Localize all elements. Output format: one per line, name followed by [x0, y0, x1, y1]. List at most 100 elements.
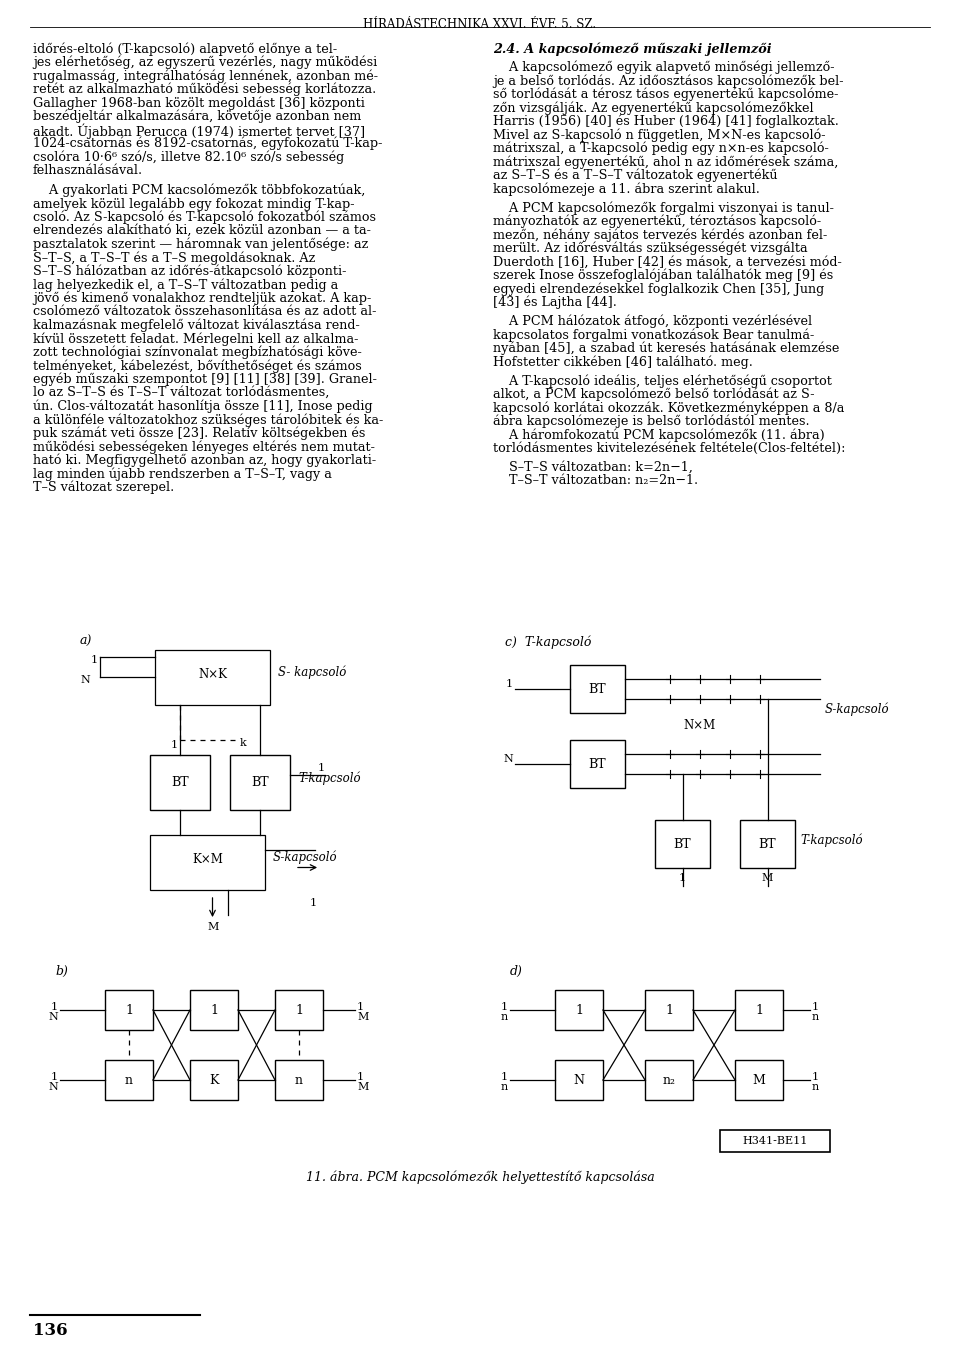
Text: S-kapcsoló: S-kapcsoló [273, 851, 338, 864]
Text: 11. ábra. PCM kapcsolómezők helyettestítő kapcsolása: 11. ábra. PCM kapcsolómezők helyettestít… [305, 1170, 655, 1184]
Text: a): a) [80, 636, 92, 648]
Text: BT: BT [588, 682, 607, 695]
Text: 1: 1 [51, 1002, 58, 1013]
Text: ható ki. Megfigygelhető azonban az, hogy gyakorlati-: ható ki. Megfigygelhető azonban az, hogy… [33, 453, 376, 467]
Text: M: M [357, 1013, 369, 1022]
Text: n: n [812, 1013, 819, 1022]
Text: 1: 1 [51, 1072, 58, 1082]
Text: amelyek közül legalább egy fokozat mindig T-kap-: amelyek közül legalább egy fokozat mindi… [33, 197, 354, 211]
Text: n: n [501, 1082, 508, 1092]
Bar [150, 836, 265, 890]
Text: BT: BT [674, 837, 691, 851]
Text: c)  T-kapcsoló: c) T-kapcsoló [505, 636, 591, 648]
Bar [570, 740, 625, 788]
Text: T–S–T változatban: n₂=2n−1.: T–S–T változatban: n₂=2n−1. [493, 474, 698, 487]
Text: 1: 1 [755, 1003, 763, 1017]
Text: egyedi elrendezésekkel foglalkozik Chen [35], Jung: egyedi elrendezésekkel foglalkozik Chen … [493, 282, 825, 295]
Text: mányozhatók az egyenertékű, téroztásos kapcsoló-: mányozhatók az egyenertékű, téroztásos k… [493, 215, 821, 229]
Text: zőn vizsgálják. Az egyenertékű kapcsolómezőkkel: zőn vizsgálják. Az egyenertékű kapcsolóm… [493, 102, 814, 114]
Text: 1: 1 [357, 1002, 364, 1013]
Text: HÍRADÁSTECHNIKA XXVI. ÉVF. 5. SZ.: HÍRADÁSTECHNIKA XXVI. ÉVF. 5. SZ. [364, 18, 596, 31]
Text: kapcsoló korlátai okozzák. Következményképpen a 8/a: kapcsoló korlátai okozzák. Következményk… [493, 401, 845, 415]
Text: T-kapcsoló: T-kapcsoló [298, 772, 361, 785]
Text: N: N [48, 1013, 58, 1022]
Text: S–T–S hálózatban az időrés-átkapcsoló központi-: S–T–S hálózatban az időrés-átkapcsoló kö… [33, 265, 347, 278]
Text: puk számát veti össze [23]. Relatív költségekben és: puk számát veti össze [23]. Relatív költ… [33, 427, 366, 440]
Text: szerek Inose összefoglalójában találhatók meg [9] és: szerek Inose összefoglalójában található… [493, 269, 833, 282]
Text: 1: 1 [575, 1003, 583, 1017]
Text: merült. Az időrésváltás szükségességét vizsgálta: merült. Az időrésváltás szükségességét v… [493, 242, 807, 256]
Text: kívül összetett feladat. Mérlegelni kell az alkalma-: kívül összetett feladat. Mérlegelni kell… [33, 332, 358, 346]
Text: T-kapcsoló: T-kapcsoló [800, 833, 863, 847]
Text: Gallagher 1968-ban közölt megoldást [36] központi: Gallagher 1968-ban közölt megoldást [36]… [33, 97, 365, 109]
Text: 1: 1 [506, 679, 513, 689]
Text: ábra kapcsolómezeje is belső torlódástól mentes.: ábra kapcsolómezeje is belső torlódástól… [493, 415, 809, 429]
Bar [190, 989, 238, 1030]
Text: a különféle változatokhoz szükséges tárolóbitek és ka-: a különféle változatokhoz szükséges táro… [33, 414, 383, 427]
Text: pasztalatok szerint — háromnak van jelentősége: az: pasztalatok szerint — háromnak van jelen… [33, 238, 369, 252]
Bar [155, 651, 270, 705]
Text: 1: 1 [357, 1072, 364, 1082]
Text: n: n [295, 1074, 303, 1086]
Text: felhasználásával.: felhasználásával. [33, 163, 143, 177]
Text: n₂: n₂ [662, 1074, 676, 1086]
Text: M: M [207, 921, 219, 932]
Text: A gyakorlati PCM kacsolómezők többfokozatúak,: A gyakorlati PCM kacsolómezők többfokoza… [33, 184, 366, 197]
Text: 1: 1 [318, 762, 325, 773]
Text: működési sebességeken lényeges eltérés nem mutat-: működési sebességeken lényeges eltérés n… [33, 440, 374, 453]
Text: N: N [81, 675, 90, 685]
Text: K: K [209, 1074, 219, 1086]
Text: retét az alkalmazható működési sebesség korlátozza.: retét az alkalmazható működési sebesség … [33, 83, 376, 97]
Text: telményeket, kábelezést, bővíthetőséget és számos: telményeket, kábelezést, bővíthetőséget … [33, 359, 362, 373]
Text: K×M: K×M [192, 853, 223, 866]
Bar [655, 819, 710, 868]
Text: ső torlódását a térosz tásos egyenertékű kapcsolóme-: ső torlódását a térosz tásos egyenertékű… [493, 88, 838, 102]
Text: A T-kapcsoló ideális, teljes elérhetőségű csoportot: A T-kapcsoló ideális, teljes elérhetőség… [493, 374, 832, 388]
Bar [190, 1060, 238, 1100]
Text: S–T–S, a T–S–T és a T–S megoldásoknak. Az: S–T–S, a T–S–T és a T–S megoldásoknak. A… [33, 252, 316, 265]
Bar [735, 1060, 783, 1100]
Text: elrendezés alakítható ki, ezek közül azonban — a ta-: elrendezés alakítható ki, ezek közül azo… [33, 225, 371, 237]
Text: torlódásmentes kivitelezésének feltétele(Clos-feltétel):: torlódásmentes kivitelezésének feltétele… [493, 441, 846, 455]
Text: Hofstetter cikkében [46] található. meg.: Hofstetter cikkében [46] található. meg. [493, 355, 753, 369]
Text: b): b) [55, 965, 68, 979]
Text: lag helyezkedik el, a T–S–T változatban pedig a: lag helyezkedik el, a T–S–T változatban … [33, 278, 338, 291]
Text: M: M [762, 872, 773, 883]
Text: Harris (1956) [40] és Huber (1964) [41] foglalkoztak.: Harris (1956) [40] és Huber (1964) [41] … [493, 114, 839, 128]
Text: d): d) [510, 965, 523, 979]
Text: alkot, a PCM kapcsolómező belső torlódását az S-: alkot, a PCM kapcsolómező belső torlódás… [493, 388, 814, 401]
Text: N×K: N×K [198, 668, 227, 680]
Text: N×M: N×M [684, 719, 716, 732]
Text: kalmazásnak megfelelő változat kiválasztása rend-: kalmazásnak megfelelő változat kiválaszt… [33, 318, 360, 332]
Text: 1: 1 [665, 1003, 673, 1017]
Text: n: n [501, 1013, 508, 1022]
Text: A háromfokozatú PCM kapcsolómezők (11. ábra): A háromfokozatú PCM kapcsolómezők (11. á… [493, 429, 825, 441]
Bar [105, 1060, 153, 1100]
Text: 1: 1 [501, 1072, 508, 1082]
Text: N: N [503, 754, 513, 764]
Text: rugalmasság, integrálhatóság lennének, azonban mé-: rugalmasság, integrálhatóság lennének, a… [33, 69, 378, 83]
Text: jes elérhetőség, az egyszerű vezérlés, nagy működési: jes elérhetőség, az egyszerű vezérlés, n… [33, 56, 377, 69]
Text: A PCM kapcsolómezők forgalmi viszonyai is tanul-: A PCM kapcsolómezők forgalmi viszonyai i… [493, 201, 834, 215]
Text: 1: 1 [125, 1003, 133, 1017]
Bar [555, 1060, 603, 1100]
Text: N: N [573, 1074, 585, 1086]
Text: kapcsolatos forgalmi vonatkozások Bear tanulmá-: kapcsolatos forgalmi vonatkozások Bear t… [493, 328, 814, 342]
Bar [275, 989, 323, 1030]
Text: időrés-eltoló (T-kapcsoló) alapvető előnye a tel-: időrés-eltoló (T-kapcsoló) alapvető előn… [33, 42, 337, 56]
Bar [645, 989, 693, 1030]
Text: 136: 136 [33, 1322, 67, 1339]
Text: mátrixszal egyenertékű, ahol n az időmérések száma,: mátrixszal egyenertékű, ahol n az időmér… [493, 155, 838, 169]
Text: kapcsolómezeje a 11. ábra szerint alakul.: kapcsolómezeje a 11. ábra szerint alakul… [493, 182, 760, 196]
Text: csolóra 10·6⁶ szó/s, illetve 82.10⁶ szó/s sebesség: csolóra 10·6⁶ szó/s, illetve 82.10⁶ szó/… [33, 150, 345, 163]
Text: je a belső torlódás. Az időosztásos kapcsolómezők bel-: je a belső torlódás. Az időosztásos kapc… [493, 75, 844, 88]
Bar [105, 989, 153, 1030]
Text: 1: 1 [679, 872, 686, 883]
Text: 1: 1 [295, 1003, 303, 1017]
Text: 1024-csatornás és 8192-csatornás, egyfokozatú T-kap-: 1024-csatornás és 8192-csatornás, egyfok… [33, 136, 382, 150]
Text: H341-BE11: H341-BE11 [742, 1136, 807, 1146]
Bar [740, 819, 795, 868]
Text: 1: 1 [812, 1002, 819, 1013]
Text: M: M [357, 1082, 369, 1092]
Text: 1: 1 [501, 1002, 508, 1013]
